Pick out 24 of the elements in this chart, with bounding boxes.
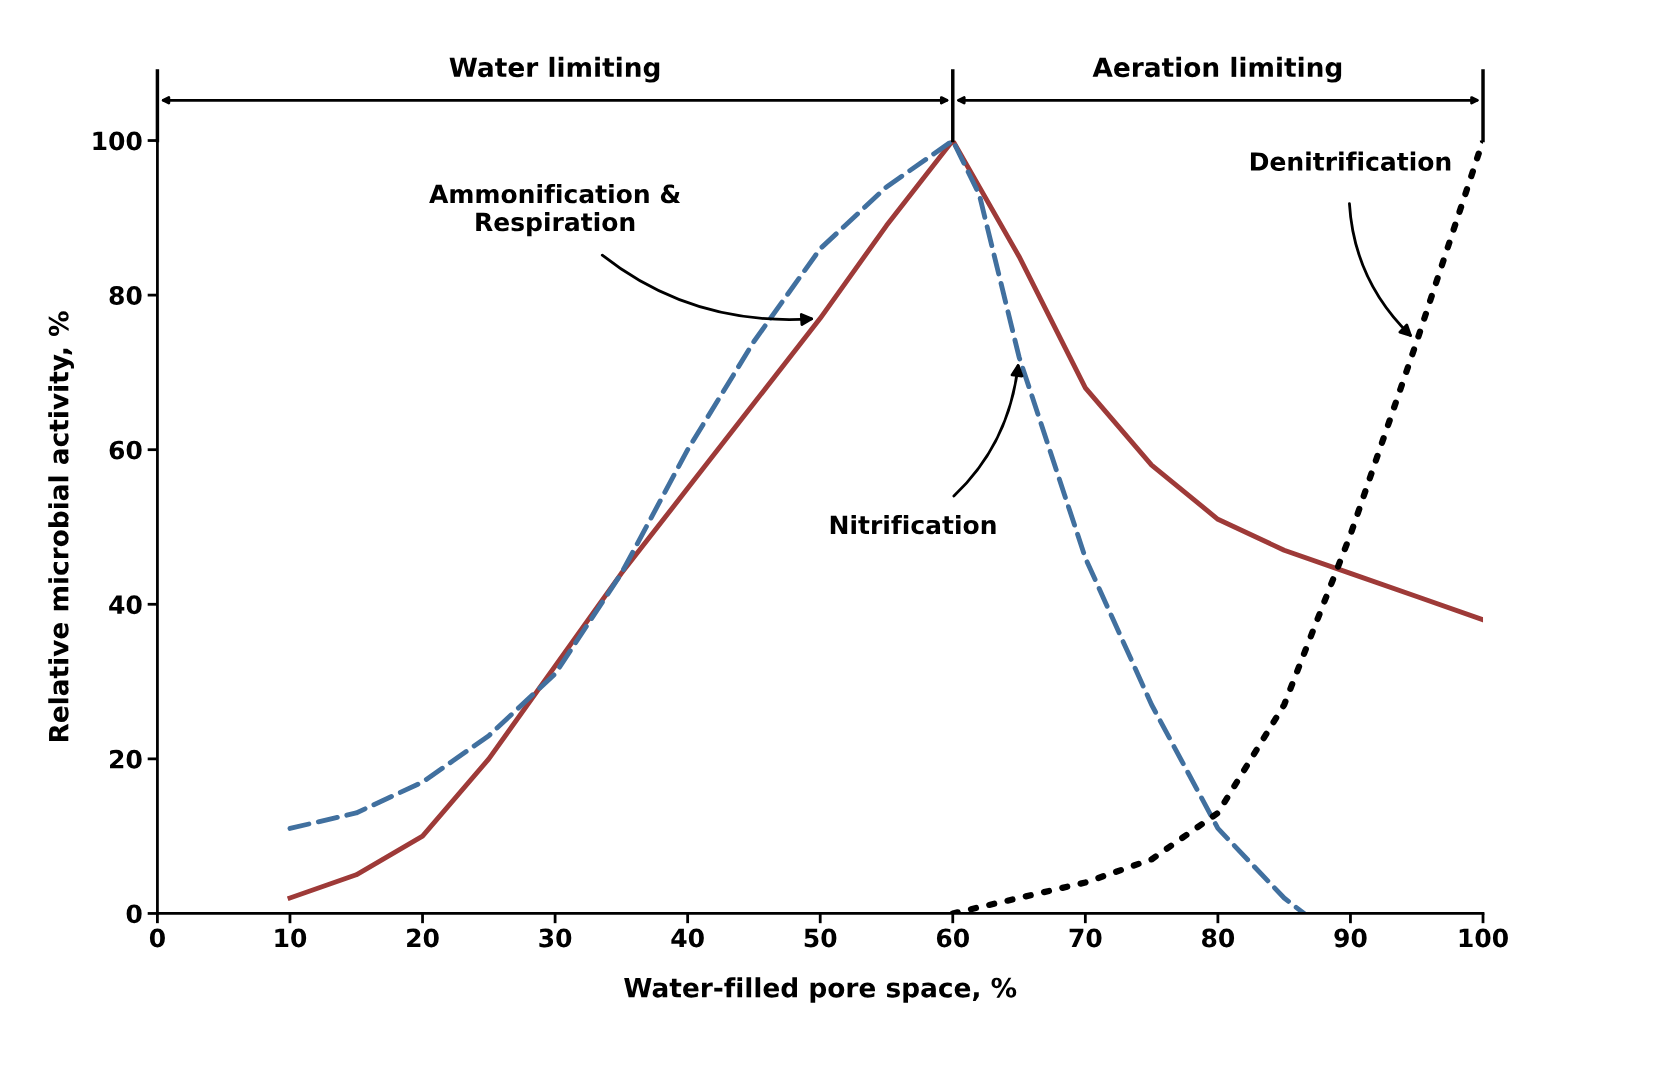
text: Water limiting [449, 56, 660, 83]
y-tick-label: 60 [109, 440, 142, 460]
annotation: Ammonification & Respiration [429, 184, 681, 237]
text: Nitrification [830, 514, 996, 535]
x-tick-label: 30 [539, 928, 572, 948]
x-tick-label: 0 [149, 928, 165, 948]
x-tick-label: 90 [1334, 928, 1367, 948]
y-tick-label: 80 [109, 286, 142, 305]
y-tick-label: 0 [126, 904, 142, 924]
series-label: Denitrification [1250, 151, 1451, 171]
x-tick-label: 40 [671, 928, 704, 948]
x-tick-label: 10 [275, 928, 307, 948]
x-tick-label: 70 [1069, 928, 1102, 948]
x-tick-label: 20 [407, 928, 439, 948]
y-axis-title: Relative microbial activity, % [48, 311, 74, 742]
y-tick-label: 20 [110, 749, 142, 769]
y-tick-label: 40 [109, 595, 142, 615]
y-tick-label: 100 [93, 131, 142, 151]
x-tick-label: 80 [1202, 928, 1235, 948]
x-tick-label: 60 [936, 928, 969, 948]
x-tick-label: 50 [804, 928, 837, 948]
x-tick-label: 100 [1459, 928, 1508, 948]
x-axis-title: Water-filled pore space, % [624, 977, 1017, 1003]
text: Aeration limiting [1092, 56, 1342, 83]
